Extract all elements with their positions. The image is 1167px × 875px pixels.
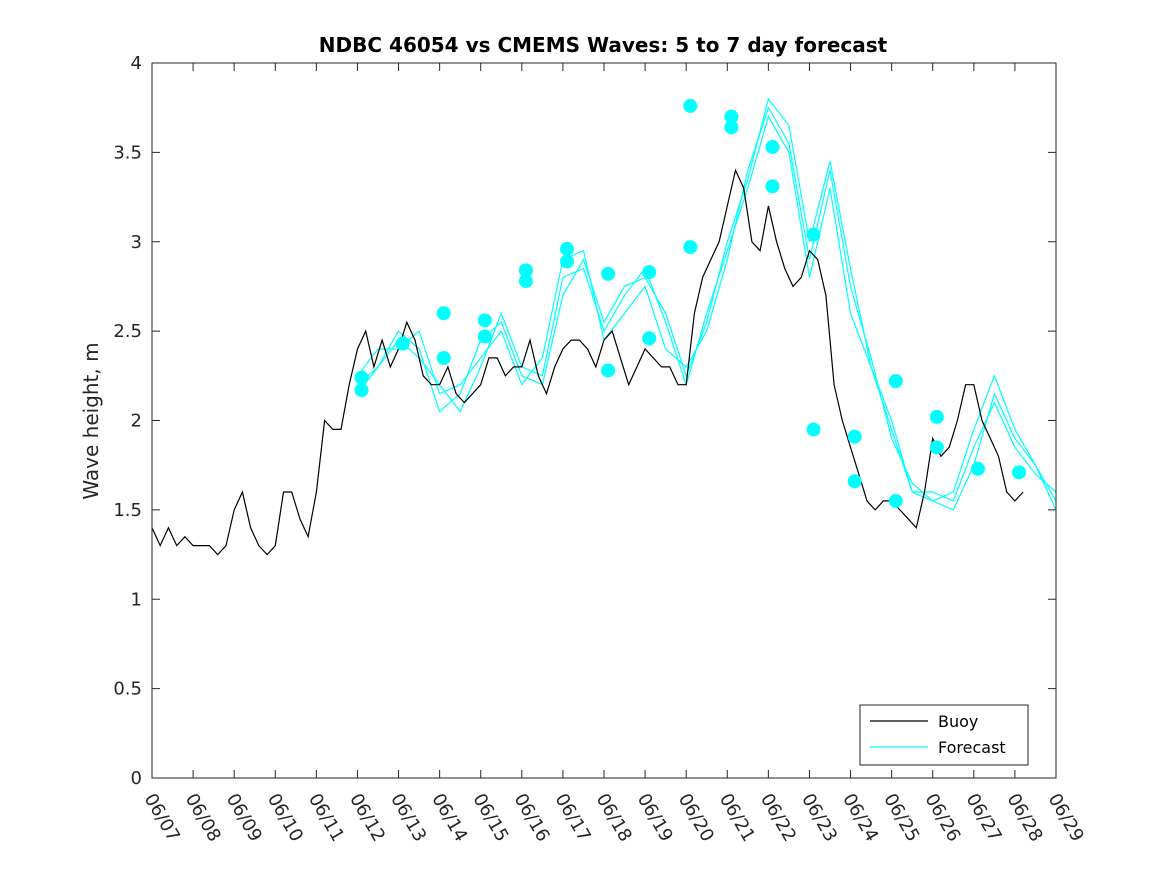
legend-box <box>859 704 1029 766</box>
forecast-marker <box>929 409 944 424</box>
y-axis-label: Wave height, m <box>79 342 103 499</box>
forecast-marker <box>518 263 533 278</box>
x-tick-label: 06/16 <box>509 790 553 845</box>
y-tick-label: 1.5 <box>113 500 142 521</box>
x-tick-label: 06/14 <box>427 790 471 845</box>
forecast-marker <box>477 313 492 328</box>
forecast-marker <box>724 109 739 124</box>
y-tick-label: 1 <box>131 589 142 610</box>
forecast-marker <box>765 140 780 155</box>
legend-forecast-label: Forecast <box>938 738 1006 757</box>
x-tick-label: 06/23 <box>797 790 841 845</box>
y-tick-label: 2.5 <box>113 321 142 342</box>
x-tick-label: 06/10 <box>263 790 307 845</box>
x-tick-label: 06/17 <box>551 790 595 845</box>
forecast-marker <box>477 329 492 344</box>
forecast-marker <box>847 474 862 489</box>
forecast-marker <box>436 306 451 321</box>
y-tick-label: 0 <box>131 768 142 789</box>
forecast-marker <box>601 363 616 378</box>
forecast-marker <box>436 350 451 365</box>
forecast-marker <box>642 331 657 346</box>
forecast-marker <box>1012 465 1027 480</box>
forecast-marker <box>683 240 698 255</box>
forecast-marker <box>518 274 533 289</box>
forecast-marker <box>683 98 698 113</box>
x-tick-label: 06/13 <box>386 790 430 845</box>
y-tick-label: 0.5 <box>113 679 142 700</box>
forecast-marker <box>560 241 575 256</box>
forecast-marker <box>642 265 657 280</box>
forecast-marker <box>354 370 369 385</box>
plot-frame <box>151 62 1057 779</box>
y-tick-label: 4 <box>131 53 142 74</box>
forecast-marker <box>847 429 862 444</box>
forecast-marker <box>601 266 616 281</box>
x-tick-label: 06/08 <box>181 790 225 845</box>
forecast-marker <box>806 422 821 437</box>
forecast-marker <box>970 461 985 476</box>
forecast-marker <box>929 440 944 455</box>
x-tick-label: 06/18 <box>592 790 636 845</box>
forecast-marker <box>724 120 739 135</box>
x-tick-label: 06/19 <box>633 790 677 845</box>
x-tick-label: 06/24 <box>838 790 882 845</box>
x-tick-label: 06/25 <box>879 790 923 845</box>
x-tick-label: 06/20 <box>674 790 718 845</box>
plot-area: 00.511.522.533.5406/0706/0806/0906/1006/… <box>113 53 1087 845</box>
x-tick-label: 06/09 <box>222 790 266 845</box>
forecast-line <box>357 97 1057 511</box>
forecast-marker <box>888 493 903 508</box>
x-tick-label: 06/15 <box>468 790 512 845</box>
forecast-marker <box>888 374 903 389</box>
plot-background <box>152 63 1056 778</box>
forecast-line <box>357 106 1057 502</box>
x-tick-label: 06/07 <box>140 790 184 845</box>
buoy-line <box>151 168 1024 556</box>
x-tick-label: 06/21 <box>715 790 759 845</box>
x-tick-label: 06/29 <box>1044 790 1088 845</box>
chart-title: NDBC 46054 vs CMEMS Waves: 5 to 7 day fo… <box>319 33 888 57</box>
y-tick-label: 3 <box>131 232 142 253</box>
x-tick-label: 06/28 <box>1003 790 1047 845</box>
forecast-marker <box>395 336 410 351</box>
legend-buoy-label: Buoy <box>938 712 978 731</box>
forecast-marker <box>560 254 575 269</box>
forecast-marker <box>806 227 821 242</box>
forecast-marker <box>354 383 369 398</box>
x-tick-label: 06/11 <box>304 790 348 845</box>
forecast-marker <box>765 179 780 194</box>
x-tick-label: 06/26 <box>920 790 964 845</box>
x-tick-label: 06/27 <box>961 790 1005 845</box>
y-tick-label: 2 <box>131 411 142 432</box>
forecast-line <box>357 115 1057 502</box>
x-tick-label: 06/22 <box>756 790 800 845</box>
x-tick-label: 06/12 <box>345 790 389 845</box>
y-tick-label: 3.5 <box>113 142 142 163</box>
legend: Buoy Forecast <box>859 704 1029 766</box>
